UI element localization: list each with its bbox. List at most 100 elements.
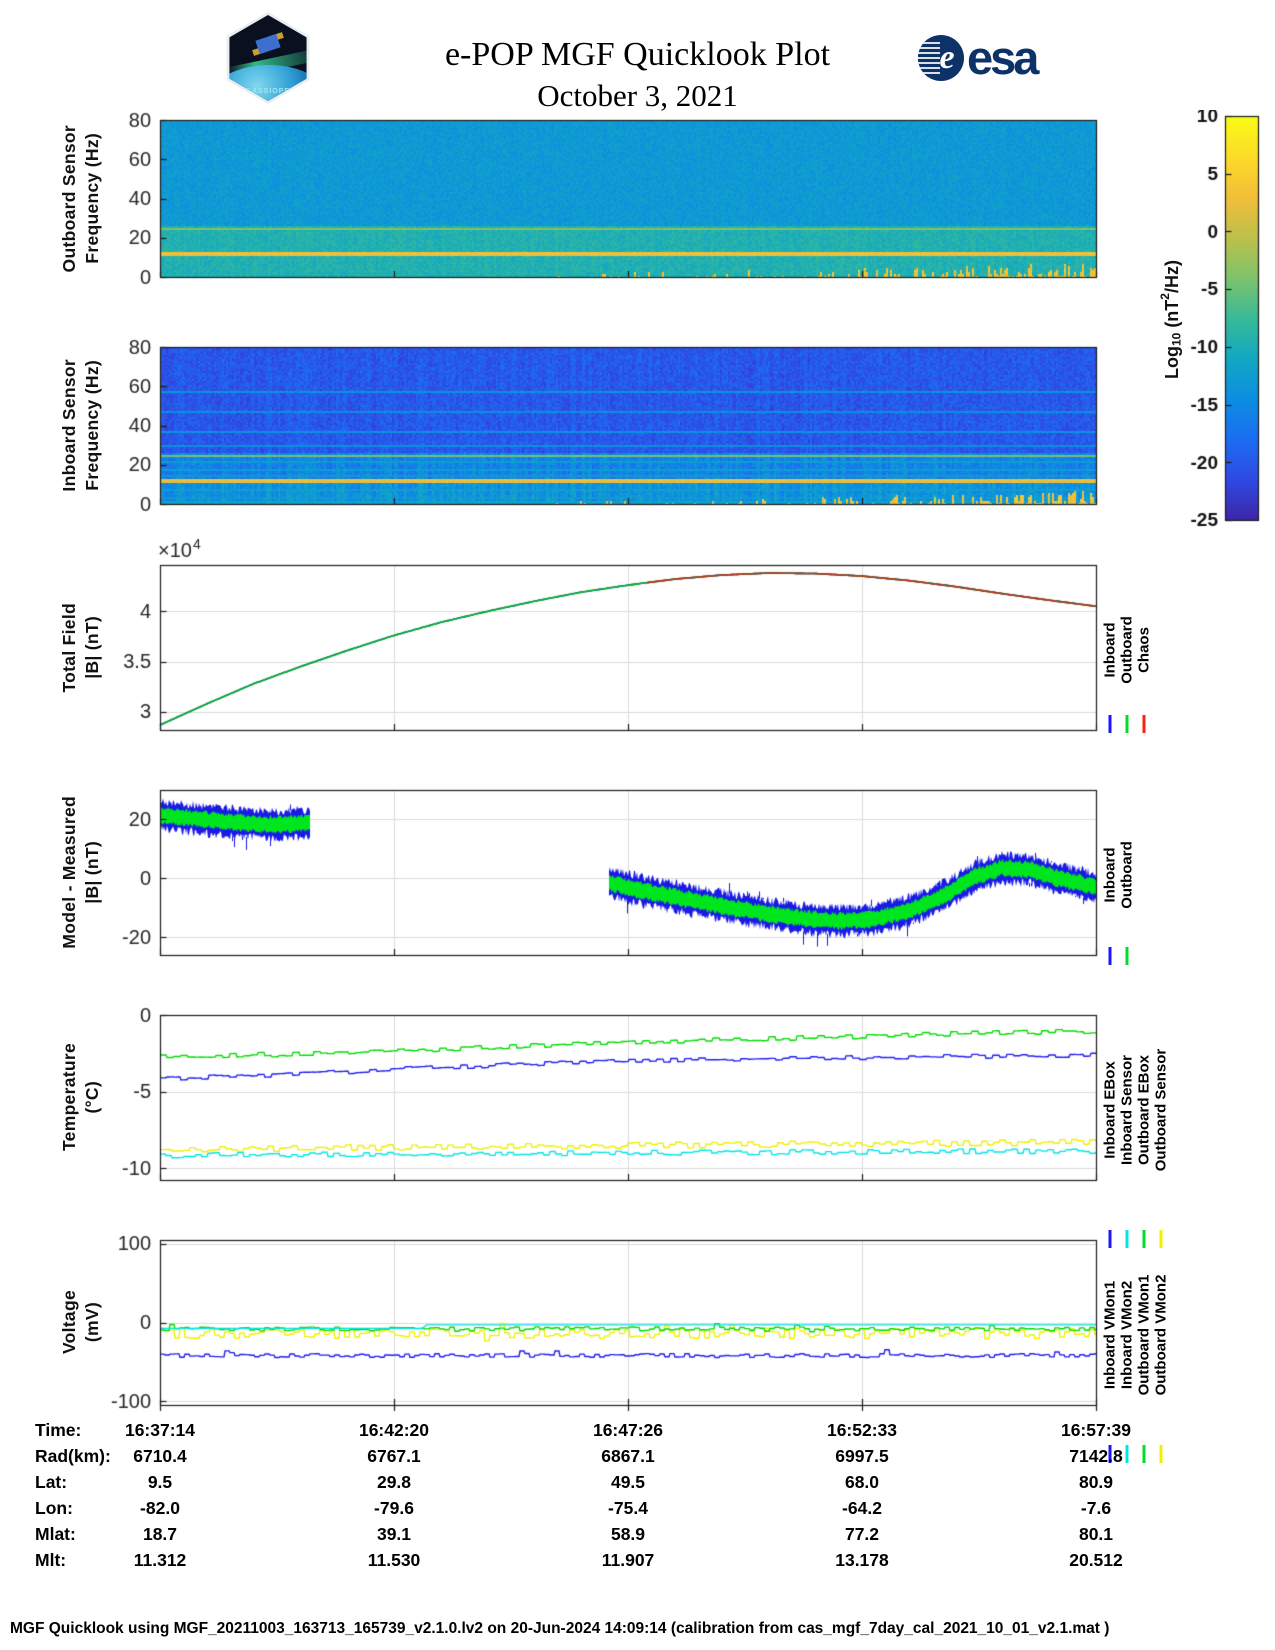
ephemeris-value: 39.1 xyxy=(376,1524,412,1544)
legend-entry-inboard-sensor: Inboard Sensor xyxy=(1118,1015,1135,1265)
legend-label: Inboard xyxy=(1101,622,1118,678)
ephemeris-value: 58.9 xyxy=(610,1524,646,1544)
provenance-footer: MGF Quicklook using MGF_20211003_163713_… xyxy=(10,1620,1110,1637)
legend-entry-outboard: Outboard xyxy=(1118,790,1135,1040)
ephemeris-value: -75.4 xyxy=(608,1498,648,1518)
colorbar xyxy=(1150,110,1270,530)
ephemeris-row-label: Mlat: xyxy=(35,1524,76,1544)
legend-entry-inboard-vmon2: Inboard VMon2 xyxy=(1118,1240,1135,1490)
legend-line-marker xyxy=(1108,1445,1111,1463)
legend-temperature: Inboard EBox Inboard Sensor Outboard EBox O… xyxy=(1101,1015,1179,1265)
legend-line-marker xyxy=(1125,1230,1128,1248)
ephemeris-row-mlat: Mlat: 18.7 39.1 58.9 77.2 80.1 xyxy=(0,1524,1275,1548)
legend-line-marker xyxy=(1108,947,1111,965)
legend-entry-outboard-vmon1: Outboard VMon1 xyxy=(1135,1240,1152,1490)
legend-entry-outboard-vmon2: Outboard VMon2 xyxy=(1152,1240,1169,1490)
ephemeris-row-mlt: Mlt: 11.312 11.530 11.907 13.178 20.512 xyxy=(0,1550,1275,1574)
ephemeris-value: 80.1 xyxy=(1078,1524,1114,1544)
legend-model-measured: Inboard Outboard xyxy=(1101,790,1179,1040)
ephemeris-value: 20.512 xyxy=(1069,1550,1123,1570)
ephemeris-value: 16:52:33 xyxy=(826,1420,898,1440)
legend-line-marker xyxy=(1108,715,1111,733)
ephemeris-value: 77.2 xyxy=(844,1524,880,1544)
ephemeris-value: 9.5 xyxy=(147,1472,173,1492)
legend-entry-chaos: Chaos xyxy=(1135,565,1152,815)
esa-logo: e esa xyxy=(918,30,1039,85)
legend-line-marker xyxy=(1125,715,1128,733)
legend-label: Inboard VMon1 xyxy=(1101,1280,1118,1390)
legend-total-field: Inboard Outboard Chaos xyxy=(1101,565,1179,815)
ephemeris-value: 16:57:39 xyxy=(1060,1420,1132,1440)
ephemeris-value: 7142.8 xyxy=(1069,1446,1123,1466)
ephemeris-value: 29.8 xyxy=(376,1472,412,1492)
ephemeris-value: 6867.1 xyxy=(601,1446,655,1466)
legend-label: Inboard xyxy=(1101,847,1118,903)
legend-label: Outboard xyxy=(1118,841,1135,909)
ephemeris-value: 16:47:26 xyxy=(592,1420,664,1440)
legend-line-marker xyxy=(1125,1445,1128,1463)
ephemeris-value: 6997.5 xyxy=(835,1446,889,1466)
ephemeris-row-label: Time: xyxy=(35,1420,82,1440)
legend-label: Outboard VMon1 xyxy=(1135,1274,1152,1396)
inboard-spectrogram-canvas xyxy=(70,317,1100,534)
legend-entry-outboard-sensor: Outboard Sensor xyxy=(1152,1015,1169,1265)
ephemeris-row-radkm: Rad(km): 6710.4 6767.1 6867.1 6997.5 7142.8 xyxy=(0,1446,1275,1470)
colorbar-label-text: Log10 (nT2/Hz) xyxy=(1158,260,1184,380)
total-field-canvas xyxy=(70,535,1100,760)
legend-line-marker xyxy=(1142,1230,1145,1248)
legend-label: Chaos xyxy=(1135,627,1152,673)
legend-line-marker xyxy=(1142,1445,1145,1463)
legend-voltage: Inboard VMon1 Inboard VMon2 Outboard VMon1… xyxy=(1101,1240,1179,1490)
legend-line-marker xyxy=(1125,947,1128,965)
legend-label: Inboard Sensor xyxy=(1118,1054,1135,1166)
ephemeris-value: 11.530 xyxy=(367,1550,421,1570)
esa-emblem-letter: e xyxy=(939,38,955,76)
ephemeris-table: Time: 16:37:14 16:42:20 16:47:26 16:52:33 16:… xyxy=(0,1420,1275,1580)
legend-entry-inboard-ebox: Inboard EBox xyxy=(1101,1015,1118,1265)
ephemeris-value: -7.6 xyxy=(1080,1498,1112,1518)
legend-line-marker xyxy=(1108,1230,1111,1248)
page-title: e-POP MGF Quicklook Plot xyxy=(444,36,831,73)
ephemeris-value: 16:37:14 xyxy=(124,1420,196,1440)
legend-entry-inboard: Inboard xyxy=(1101,565,1118,815)
ephemeris-row-label: Lat: xyxy=(35,1472,68,1492)
voltage-canvas xyxy=(70,1210,1100,1435)
legend-label: Outboard xyxy=(1118,616,1135,684)
legend-label: Outboard VMon2 xyxy=(1152,1274,1169,1396)
legend-label: Outboard Sensor xyxy=(1152,1048,1169,1172)
ephemeris-value: -82.0 xyxy=(140,1498,180,1518)
model-measured-canvas xyxy=(70,760,1100,985)
esa-emblem-icon: e xyxy=(918,34,964,81)
ephemeris-row-label: Rad(km): xyxy=(35,1446,111,1466)
legend-line-marker xyxy=(1159,1445,1162,1463)
legend-line-marker xyxy=(1159,1230,1162,1248)
ephemeris-value: 6710.4 xyxy=(133,1446,187,1466)
legend-label: Inboard EBox xyxy=(1101,1061,1118,1159)
colorbar-label: Log10 (nT2/Hz) xyxy=(1154,110,1188,530)
ephemeris-value: 16:42:20 xyxy=(358,1420,430,1440)
legend-entry-inboard-vmon1: Inboard VMon1 xyxy=(1101,1240,1118,1490)
ephemeris-row-lon: Lon: -82.0 -79.6 -75.4 -64.2 -7.6 xyxy=(0,1498,1275,1522)
ephemeris-value: 13.178 xyxy=(835,1550,889,1570)
ephemeris-value: 68.0 xyxy=(844,1472,880,1492)
outboard-spectrogram-canvas xyxy=(70,90,1100,307)
legend-entry-inboard: Inboard xyxy=(1101,790,1118,1040)
legend-label: Inboard VMon2 xyxy=(1118,1280,1135,1390)
ephemeris-value: 11.907 xyxy=(601,1550,655,1570)
legend-entry-outboard: Outboard xyxy=(1118,565,1135,815)
ephemeris-value: 18.7 xyxy=(142,1524,178,1544)
ephemeris-row-label: Lon: xyxy=(35,1498,73,1518)
ephemeris-row-lat: Lat: 9.5 29.8 49.5 68.0 80.9 xyxy=(0,1472,1275,1496)
ephemeris-value: -64.2 xyxy=(842,1498,882,1518)
legend-line-marker xyxy=(1142,715,1145,733)
ephemeris-value: 49.5 xyxy=(610,1472,646,1492)
ephemeris-value: 6767.1 xyxy=(367,1446,421,1466)
ephemeris-value: 80.9 xyxy=(1078,1472,1114,1492)
legend-label: Outboard EBox xyxy=(1135,1054,1152,1166)
ephemeris-row-label: Mlt: xyxy=(35,1550,67,1570)
esa-logotype: esa xyxy=(967,31,1039,84)
legend-entry-outboard-ebox: Outboard EBox xyxy=(1135,1015,1152,1265)
ephemeris-row-time: Time: 16:37:14 16:42:20 16:47:26 16:52:33 16:… xyxy=(0,1420,1275,1444)
ephemeris-value: -79.6 xyxy=(374,1498,414,1518)
